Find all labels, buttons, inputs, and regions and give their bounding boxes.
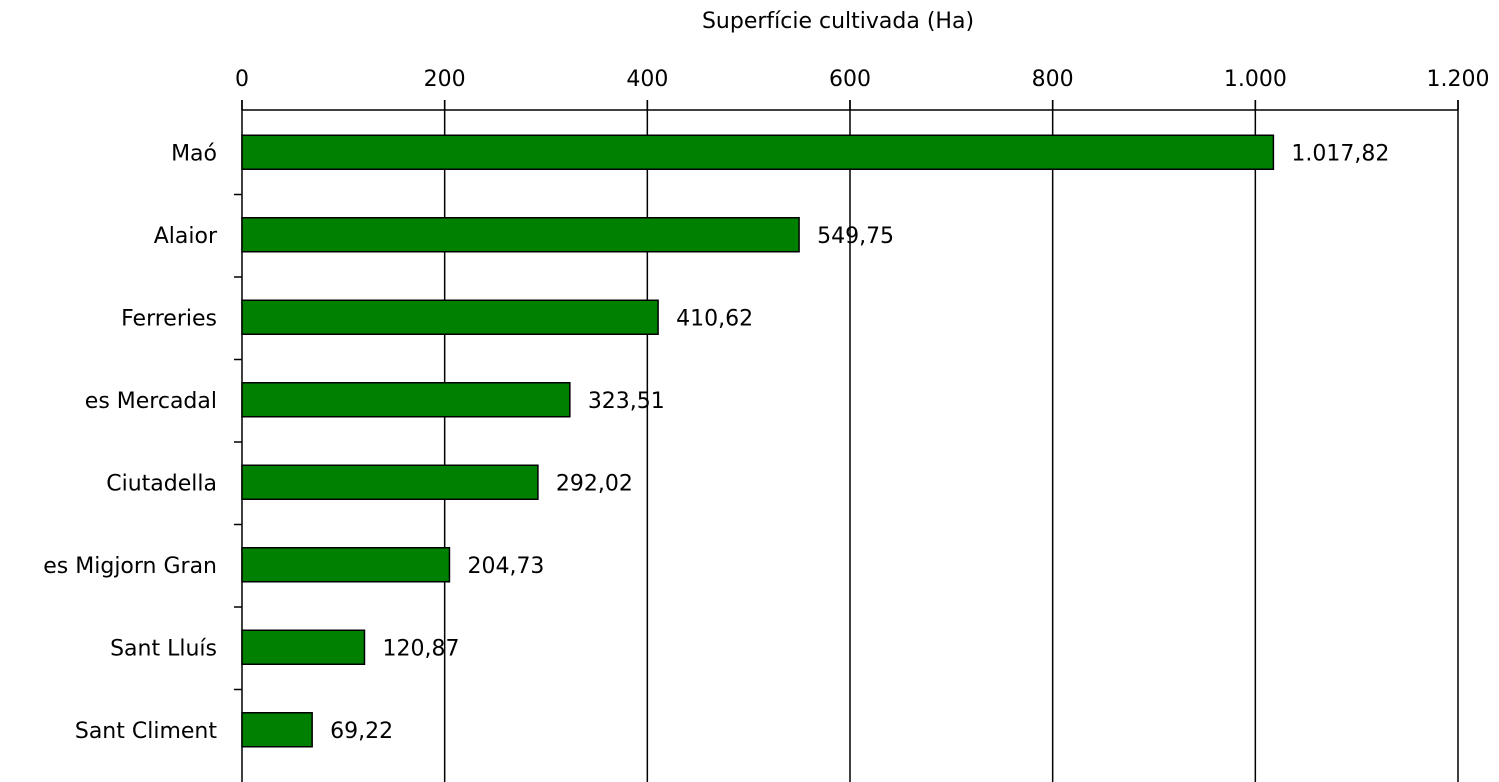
x-tick-label: 0 [235,67,249,92]
axes [234,100,1458,782]
category-label: es Mercadal [85,389,217,414]
data-label: 292,02 [556,471,633,496]
data-label: 69,22 [330,719,393,744]
category-labels: Maó Alaior Ferreries es Mercadal Ciutadella e… [43,141,218,744]
bar [241,299,659,335]
category-label: Sant Climent [75,719,218,744]
category-label: Sant Lluís [110,636,217,661]
x-tick-label: 1.000 [1224,67,1287,92]
data-labels: 1.017,82 549,75 410,62 323,51 292,02 204,73 12… [330,141,1389,744]
bar [241,464,539,500]
x-tick-label: 200 [424,67,466,92]
bars [241,134,1275,748]
x-tick-label: 400 [626,67,668,92]
data-label: 410,62 [676,306,753,331]
bar [241,712,313,748]
x-axis-ticks: 0 200 400 600 800 1.000 1.200 [235,67,1489,110]
data-label: 120,87 [382,636,459,661]
data-label: 204,73 [467,554,544,579]
bar [241,134,1275,170]
data-label: 1.017,82 [1291,141,1389,166]
x-tick-label: 1.200 [1427,67,1490,92]
bar [241,217,800,253]
bar [241,547,451,583]
category-label: Maó [171,141,217,166]
data-label: 323,51 [588,389,665,414]
data-label: 549,75 [817,224,894,249]
x-tick-label: 600 [829,67,871,92]
bar [241,629,366,665]
bar [241,382,571,418]
category-label: Ferreries [121,306,217,331]
category-label: Alaior [154,224,218,249]
category-label: es Migjorn Gran [43,554,217,579]
gridlines [443,100,1459,782]
category-label: Ciutadella [106,471,217,496]
x-axis-title: Superfície cultivada (Ha) [702,9,974,34]
x-tick-label: 800 [1032,67,1074,92]
